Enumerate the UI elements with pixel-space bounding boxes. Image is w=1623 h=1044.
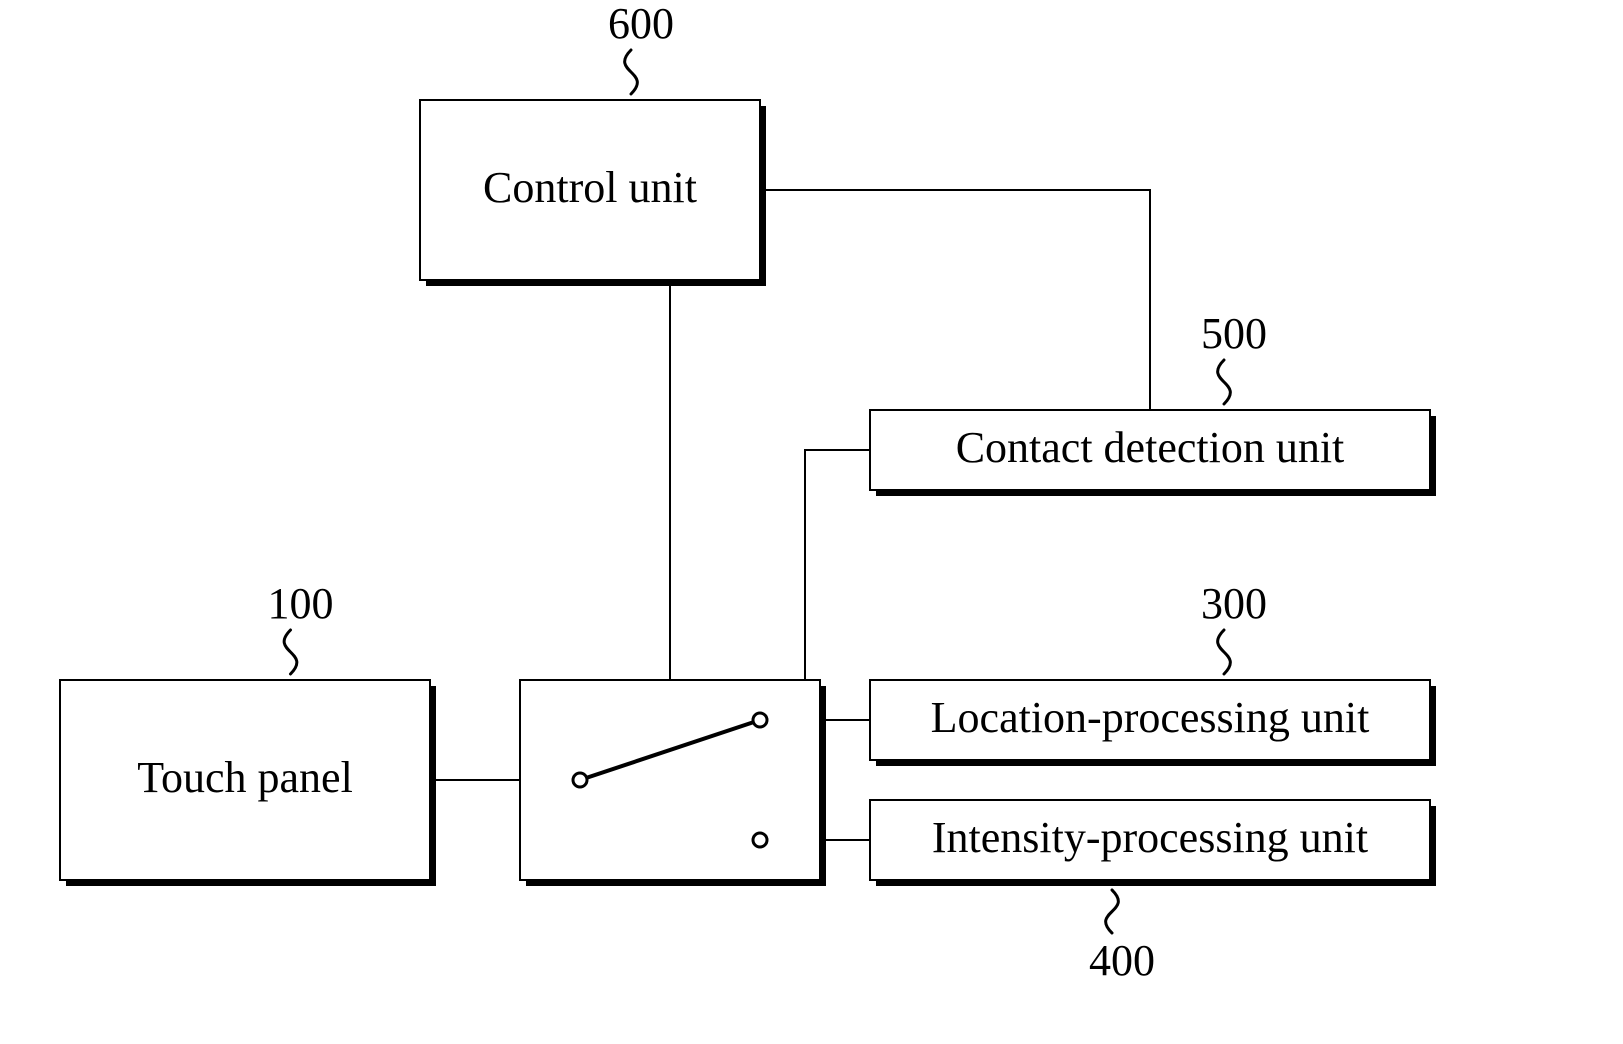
contact-ref: 500	[1201, 309, 1267, 358]
switch-pole	[573, 773, 587, 787]
switch-throw-down	[753, 833, 767, 847]
control-lead	[625, 50, 638, 94]
control-label: Control unit	[483, 163, 697, 212]
connector	[760, 190, 1150, 410]
switch-throw-up	[753, 713, 767, 727]
control-ref: 600	[608, 0, 674, 48]
intensity-lead	[1106, 890, 1119, 933]
touch-ref: 100	[268, 579, 334, 628]
location-label: Location-processing unit	[931, 693, 1370, 742]
intensity-ref: 400	[1089, 936, 1155, 985]
switch-box	[520, 680, 820, 880]
location-ref: 300	[1201, 579, 1267, 628]
touch-label: Touch panel	[137, 753, 353, 802]
location-lead	[1218, 630, 1231, 674]
contact-label: Contact detection unit	[956, 423, 1345, 472]
touch-lead	[284, 630, 297, 674]
intensity-label: Intensity-processing unit	[932, 813, 1368, 862]
contact-lead	[1218, 360, 1231, 404]
